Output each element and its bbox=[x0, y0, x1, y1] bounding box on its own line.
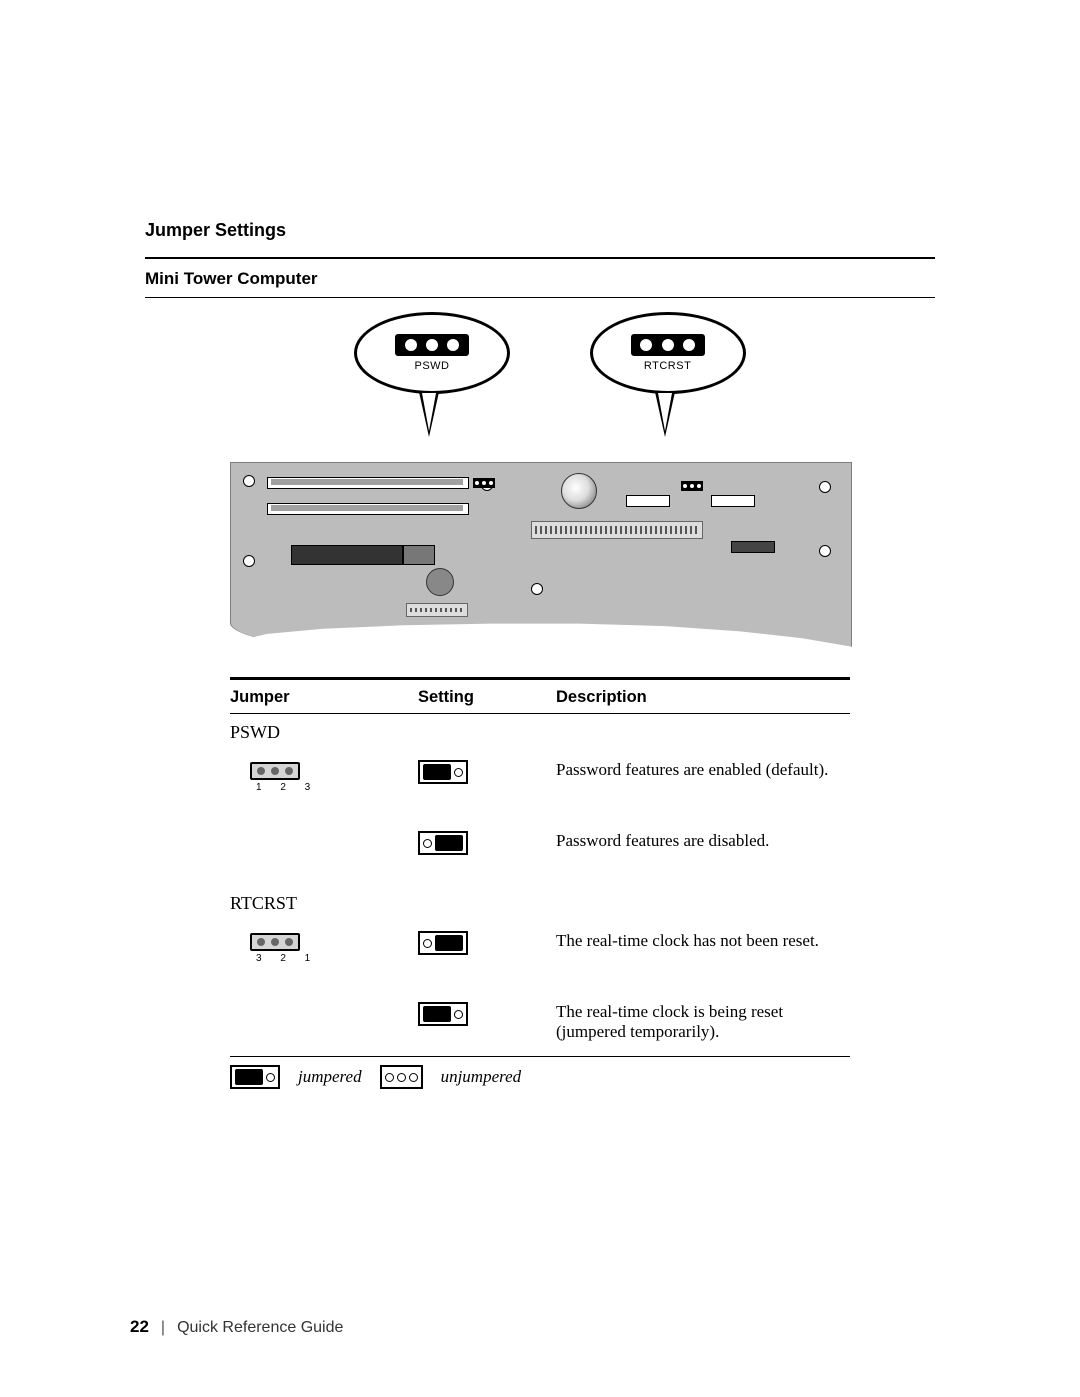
rtcrst-header-icon bbox=[681, 481, 703, 491]
legend-unjumpered-label: unjumpered bbox=[441, 1067, 522, 1087]
legend-jumpered-label: jumpered bbox=[298, 1067, 362, 1087]
callout-label: RTCRST bbox=[644, 360, 691, 372]
table-header-row: Jumper Setting Description bbox=[230, 679, 850, 714]
motherboard-illustration bbox=[230, 462, 852, 663]
motherboard-diagram: PSWD RTCRST bbox=[230, 312, 850, 663]
setting-jumpered-12-icon bbox=[418, 760, 468, 784]
table-row: PSWD bbox=[230, 714, 850, 752]
jumper-icon bbox=[395, 334, 469, 356]
pin-numbers: 3 2 1 bbox=[250, 953, 410, 964]
table-row: The real-time clock is being reset (jump… bbox=[230, 994, 850, 1052]
table-row: 1 2 3 Password features are enabled (def… bbox=[230, 752, 850, 823]
pswd-header-icon bbox=[473, 478, 495, 488]
col-description: Description bbox=[556, 679, 850, 714]
callout-rtcrst: RTCRST bbox=[590, 312, 740, 439]
jumper-name: PSWD bbox=[230, 714, 418, 752]
page-number: 22 bbox=[130, 1317, 149, 1337]
setting-jumpered-23-icon bbox=[418, 831, 468, 855]
document-page: Jumper Settings Mini Tower Computer PSWD bbox=[0, 0, 1080, 1397]
jumper-name: RTCRST bbox=[230, 885, 418, 923]
rule-heavy bbox=[145, 257, 935, 259]
callout-label: PSWD bbox=[415, 360, 450, 372]
setting-description: Password features are disabled. bbox=[556, 823, 850, 885]
jumper-settings-table: Jumper Setting Description PSWD 1 2 3 bbox=[230, 678, 850, 1052]
pin-diagram-icon bbox=[250, 933, 300, 951]
rule-light bbox=[145, 297, 935, 298]
jumper-legend: jumpered unjumpered bbox=[230, 1056, 850, 1089]
setting-description: The real-time clock has not been reset. bbox=[556, 923, 850, 994]
table-row: Password features are disabled. bbox=[230, 823, 850, 885]
section-title: Jumper Settings bbox=[145, 220, 935, 241]
setting-description: The real-time clock is being reset (jump… bbox=[556, 994, 850, 1052]
callout-pswd: PSWD bbox=[354, 312, 504, 439]
page-footer: 22 | Quick Reference Guide bbox=[130, 1317, 343, 1337]
pin-numbers: 1 2 3 bbox=[250, 782, 410, 793]
col-setting: Setting bbox=[418, 679, 556, 714]
table-row: RTCRST bbox=[230, 885, 850, 923]
col-jumper: Jumper bbox=[230, 679, 418, 714]
pin-diagram-icon bbox=[250, 762, 300, 780]
setting-jumpered-12-icon bbox=[418, 1002, 468, 1026]
legend-jumpered-icon bbox=[230, 1065, 280, 1089]
subsection-title: Mini Tower Computer bbox=[145, 269, 935, 289]
setting-description: Password features are enabled (default). bbox=[556, 752, 850, 823]
table-row: 3 2 1 The real-time clock has not been r… bbox=[230, 923, 850, 994]
guide-name: Quick Reference Guide bbox=[177, 1319, 343, 1337]
footer-separator: | bbox=[161, 1319, 165, 1337]
legend-unjumpered-icon bbox=[380, 1065, 423, 1089]
setting-jumpered-23-icon bbox=[418, 931, 468, 955]
jumper-icon bbox=[631, 334, 705, 356]
